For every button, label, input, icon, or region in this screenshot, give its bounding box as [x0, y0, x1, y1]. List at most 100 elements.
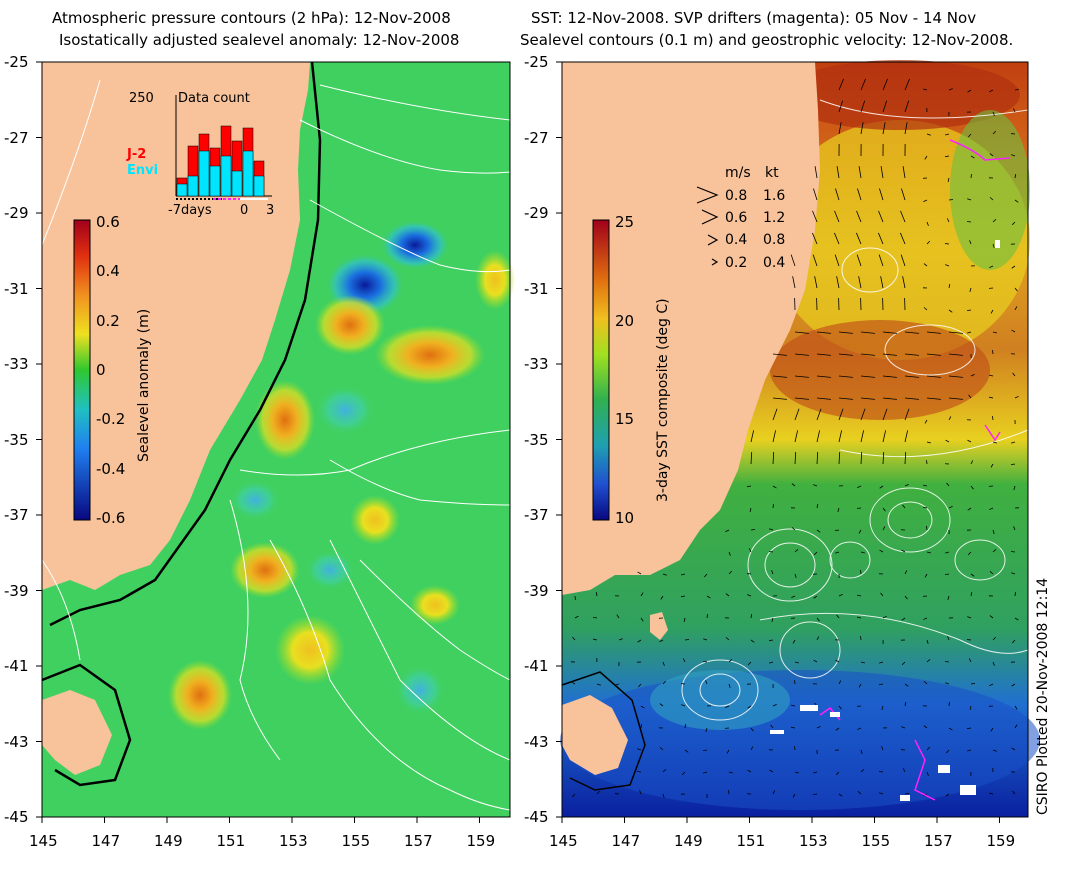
velocity-arrow	[838, 331, 853, 334]
velocity-arrow	[769, 769, 774, 773]
velocity-arrow	[662, 573, 667, 576]
velocity-arrow	[725, 637, 730, 641]
velocity-arrow	[880, 276, 884, 289]
inset-bar-envi	[187, 175, 199, 197]
velocity-arrow	[812, 793, 818, 795]
velocity-arrow	[816, 430, 821, 443]
velocity-arrow	[838, 78, 844, 91]
velocity-legend-arrows	[696, 186, 719, 266]
velocity-arrow	[858, 276, 862, 289]
velocity-arrow	[967, 551, 972, 556]
y-tick-label-right: -37	[524, 506, 549, 524]
y-tick-label-left: -37	[4, 506, 29, 524]
inset-title: Data count	[178, 91, 250, 106]
y-tick-label-left: -33	[4, 355, 29, 373]
velocity-arrow	[772, 397, 787, 400]
velocity-arrow	[992, 636, 997, 641]
velocity-arrow	[878, 210, 884, 223]
velocity-arrow	[904, 397, 919, 400]
velocity-arrow	[728, 771, 733, 774]
velocity-arrow	[792, 276, 796, 289]
velocity-arrow	[813, 659, 818, 663]
velocity-arrow	[860, 78, 866, 91]
velocity-arrow	[728, 570, 733, 575]
velocity-arrow	[923, 199, 928, 203]
velocity-arrow	[816, 636, 820, 641]
inset-x-label-start: -7days	[168, 203, 212, 218]
inset-legend-envi: Envi	[127, 163, 159, 178]
velocity-arrow	[904, 570, 908, 575]
velocity-arrow	[574, 615, 579, 619]
velocity-arrow	[858, 683, 862, 688]
x-tick-label-right: 157	[924, 832, 953, 850]
velocity-arrow	[989, 507, 994, 510]
velocity-arrow	[769, 528, 774, 531]
velocity-arrow	[746, 485, 752, 488]
velocity-arrow	[770, 724, 774, 729]
right-title-line1: SST: 12-Nov-2008. SVP drifters (magenta)…	[531, 9, 977, 27]
velocity-arrow	[858, 166, 862, 179]
velocity-arrow	[970, 683, 976, 685]
velocity-arrow	[966, 727, 972, 730]
velocity-arrow	[901, 617, 906, 621]
velocity-arrow	[838, 451, 841, 465]
velocity-arrow	[882, 526, 886, 531]
velocity-arrow	[662, 793, 665, 798]
velocity-arrow	[947, 177, 950, 182]
velocity-arrow	[792, 639, 796, 644]
velocity-arrow	[860, 430, 865, 443]
velocity-arrow	[836, 276, 840, 289]
velocity-arrow	[705, 680, 708, 685]
velocity-arrow	[794, 397, 809, 400]
land-tasmania	[42, 690, 112, 775]
velocity-arrow	[682, 658, 686, 663]
velocity-arrow	[856, 254, 862, 267]
inset-bar-envi	[242, 150, 254, 197]
velocity-arrow	[637, 748, 642, 751]
velocity-arrow	[926, 659, 931, 663]
left-map	[41, 61, 515, 818]
velocity-arrow	[970, 485, 974, 490]
velocity-arrow	[638, 683, 642, 688]
velocity-legend-kt-3: 0.4	[763, 255, 786, 271]
velocity-arrow	[989, 683, 994, 687]
velocity-arrow	[816, 331, 831, 334]
velocity-arrow	[857, 727, 862, 730]
velocity-arrow	[750, 529, 756, 531]
velocity-arrow	[836, 166, 840, 179]
velocity-arrow	[1014, 287, 1018, 292]
shelf-line-tas	[561, 671, 646, 791]
sla-colorbar-tick-label: -0.4	[96, 459, 126, 478]
velocity-arrow	[926, 375, 941, 378]
velocity-arrow	[992, 749, 997, 752]
velocity-arrow	[725, 593, 730, 597]
velocity-arrow	[725, 705, 730, 708]
velocity-arrow	[684, 639, 690, 641]
velocity-arrow	[857, 594, 862, 597]
velocity-arrow	[860, 331, 875, 334]
velocity-arrow	[794, 375, 809, 378]
velocity-arrow	[860, 749, 863, 754]
velocity-arrow	[924, 419, 928, 424]
velocity-arrow	[838, 705, 842, 710]
y-tick-label-left: -31	[4, 279, 29, 298]
shelf-line	[49, 61, 322, 627]
velocity-arrow	[992, 549, 997, 553]
velocity-arrow	[595, 591, 598, 597]
velocity-arrow	[772, 503, 774, 509]
x-tick-label-right: 147	[611, 832, 641, 850]
velocity-arrow	[706, 613, 708, 619]
velocity-arrow	[902, 504, 906, 509]
velocity-arrow	[1014, 705, 1018, 710]
velocity-arrow	[681, 771, 686, 776]
credit-label: CSIRO Plotted 20-Nov-2008 12:14	[1035, 577, 1051, 815]
velocity-arrow	[662, 769, 667, 773]
velocity-arrow	[901, 549, 906, 553]
velocity-arrow	[835, 551, 840, 554]
velocity-arrow	[860, 451, 863, 465]
velocity-arrow	[838, 122, 842, 135]
velocity-arrow	[684, 723, 687, 729]
sst-warm-core	[770, 320, 990, 420]
velocity-arrow	[904, 683, 909, 687]
